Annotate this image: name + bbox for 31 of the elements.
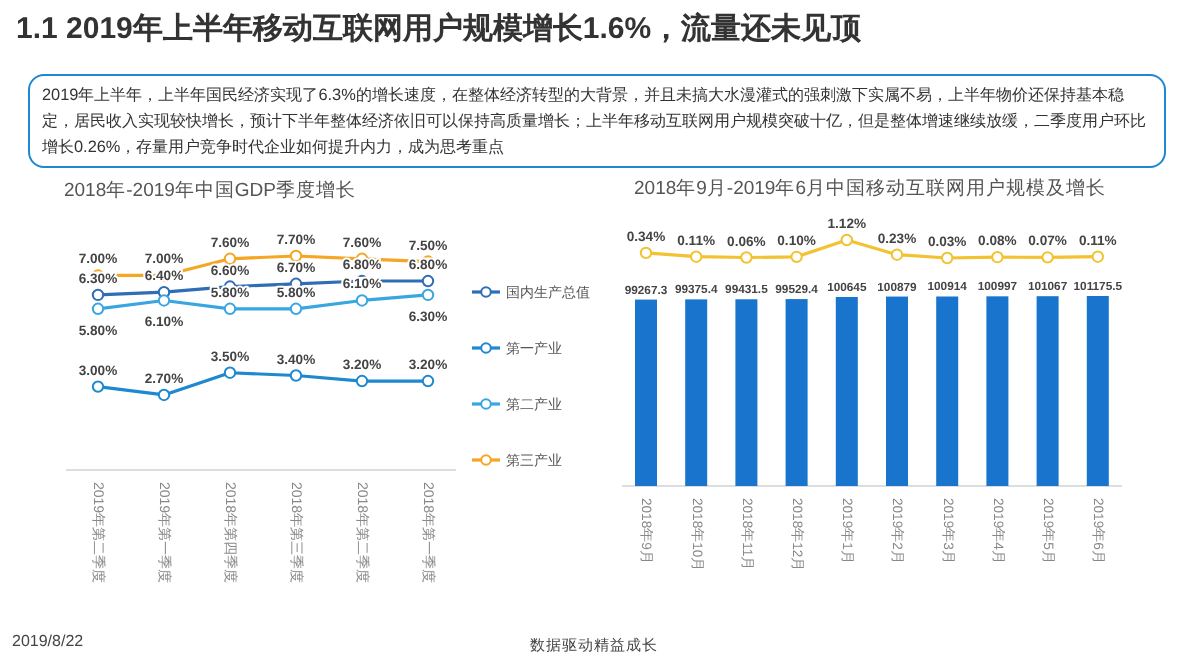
point (421, 274, 435, 288)
point (289, 249, 303, 263)
point (740, 251, 753, 264)
chart-title: 2018年9月-2019年6月中国移动互联网用户规模及增长 (634, 176, 1106, 200)
point (1091, 250, 1104, 263)
point (223, 252, 237, 265)
point (421, 374, 435, 388)
text: 2019/8/22 (12, 632, 84, 650)
point (355, 374, 369, 388)
point (790, 250, 803, 264)
point (157, 294, 171, 307)
point (91, 288, 105, 302)
point (157, 388, 171, 402)
point (91, 380, 105, 393)
point (289, 369, 303, 382)
text: 1.1 2019年上半年移动互联网用户规模增长1.6%，流量还未见顶 (16, 10, 862, 48)
point (840, 233, 853, 247)
point (91, 302, 105, 316)
point (421, 288, 435, 302)
point (890, 248, 904, 261)
point (991, 250, 1004, 264)
point (1041, 251, 1054, 264)
point (941, 251, 954, 265)
point (639, 246, 653, 260)
text: 2019年上半年，上半年国民经济实现了6.3%的增长速度，在整体经济转型的大背景，并且未搞大水漫灌式的强刺激下实属不易，上半年物价还保持基本稳定，居民收入实现较快增长，预计下半年整体经济依旧可以保持高质量增长；上半年移动互联网用户规模突破十亿，但是整体增速继续放缓，二季度用户环比增长0.26%，存量用户竞争时代企业如何提升内力，成为思考重点 (28, 74, 1166, 168)
point (223, 366, 237, 379)
point (690, 250, 703, 263)
point (289, 302, 303, 316)
point (223, 302, 237, 316)
chart-title: 2018年-2019年中国GDP季度增长 (63, 178, 357, 202)
point (355, 294, 369, 307)
